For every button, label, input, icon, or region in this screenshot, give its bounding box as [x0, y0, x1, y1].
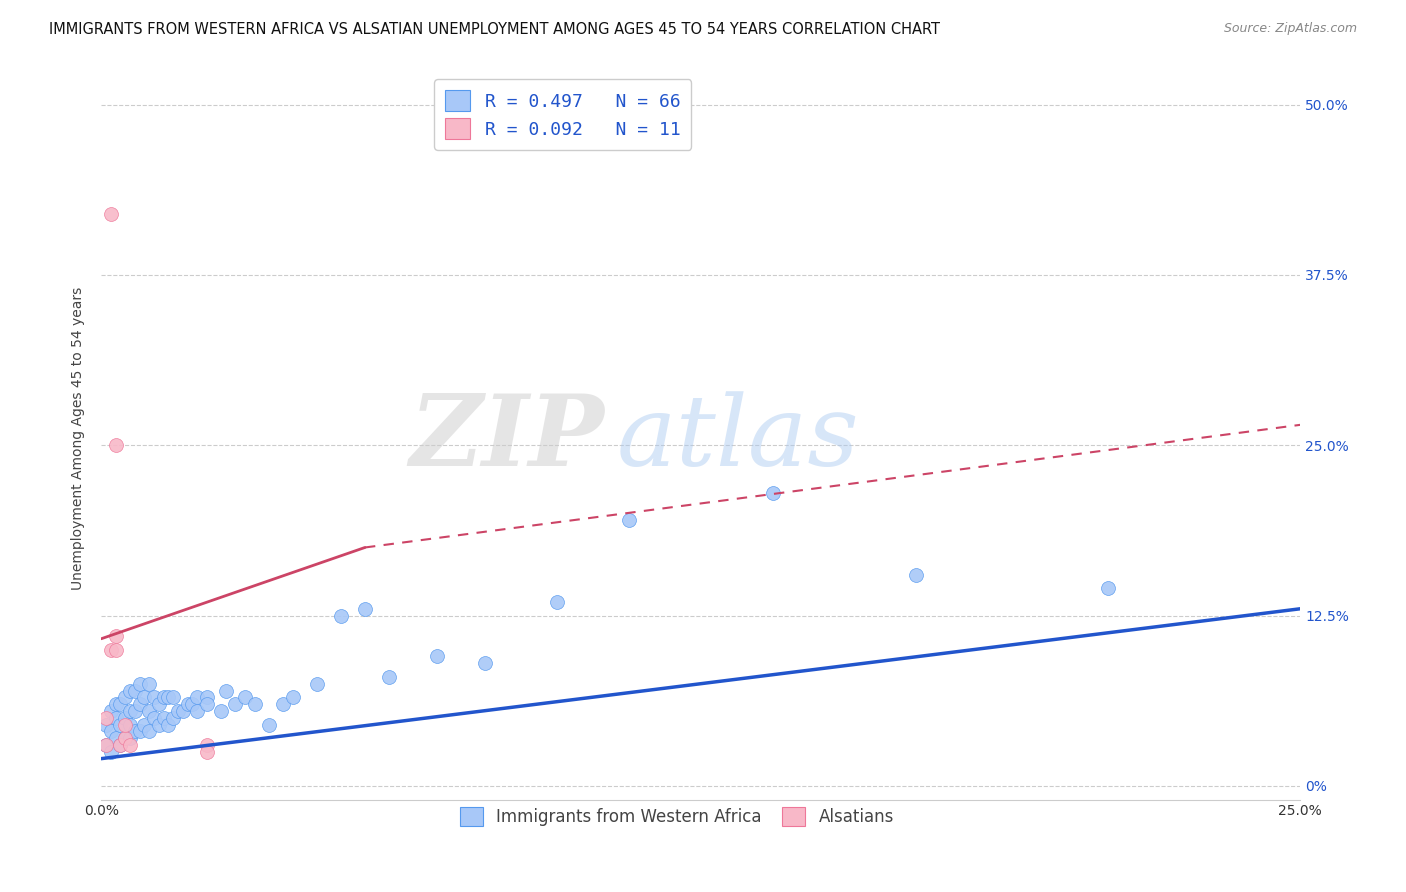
Point: [104, 629, 127, 643]
Point: [104, 697, 127, 711]
Point: [124, 683, 146, 698]
Point: [181, 697, 204, 711]
Y-axis label: Unemployment Among Ages 45 to 54 years: Unemployment Among Ages 45 to 54 years: [72, 287, 86, 591]
Point: [114, 731, 136, 746]
Point: [378, 670, 401, 684]
Point: [94, 711, 117, 725]
Point: [118, 704, 141, 718]
Point: [905, 567, 928, 582]
Point: [94, 738, 117, 752]
Point: [761, 486, 783, 500]
Point: [114, 711, 136, 725]
Point: [100, 745, 122, 759]
Point: [162, 690, 184, 705]
Point: [195, 690, 218, 705]
Point: [273, 697, 295, 711]
Point: [124, 704, 146, 718]
Point: [474, 657, 496, 671]
Point: [94, 738, 117, 752]
Point: [138, 676, 160, 690]
Point: [167, 704, 190, 718]
Point: [124, 724, 146, 739]
Point: [233, 690, 256, 705]
Text: ZIP: ZIP: [409, 390, 605, 487]
Point: [176, 697, 198, 711]
Point: [617, 513, 640, 527]
Point: [104, 731, 127, 746]
Point: [354, 601, 377, 615]
Point: [104, 642, 127, 657]
Point: [330, 608, 353, 623]
Point: [100, 724, 122, 739]
Point: [114, 731, 136, 746]
Point: [100, 642, 122, 657]
Point: [305, 676, 328, 690]
Point: [118, 731, 141, 746]
Point: [148, 697, 170, 711]
Point: [195, 697, 218, 711]
Text: atlas: atlas: [617, 391, 859, 486]
Point: [100, 704, 122, 718]
Point: [114, 690, 136, 705]
Point: [426, 649, 449, 664]
Point: [134, 717, 156, 731]
Text: Source: ZipAtlas.com: Source: ZipAtlas.com: [1223, 22, 1357, 36]
Point: [143, 711, 166, 725]
Point: [110, 697, 132, 711]
Point: [143, 690, 166, 705]
Point: [152, 711, 174, 725]
Point: [186, 704, 208, 718]
Point: [94, 717, 117, 731]
Point: [138, 724, 160, 739]
Legend: Immigrants from Western Africa, Alsatians: Immigrants from Western Africa, Alsatian…: [451, 798, 903, 835]
Point: [118, 738, 141, 752]
Point: [128, 676, 150, 690]
Point: [281, 690, 304, 705]
Point: [195, 745, 218, 759]
Point: [157, 717, 180, 731]
Point: [257, 717, 280, 731]
Point: [215, 683, 238, 698]
Point: [148, 717, 170, 731]
Point: [157, 690, 180, 705]
Point: [110, 738, 132, 752]
Text: IMMIGRANTS FROM WESTERN AFRICA VS ALSATIAN UNEMPLOYMENT AMONG AGES 45 TO 54 YEAR: IMMIGRANTS FROM WESTERN AFRICA VS ALSATI…: [49, 22, 941, 37]
Point: [224, 697, 246, 711]
Point: [195, 738, 218, 752]
Point: [110, 717, 132, 731]
Point: [114, 717, 136, 731]
Point: [128, 724, 150, 739]
Point: [546, 595, 568, 609]
Point: [118, 717, 141, 731]
Point: [104, 438, 127, 452]
Point: [1097, 582, 1119, 596]
Point: [152, 690, 174, 705]
Point: [110, 738, 132, 752]
Point: [100, 207, 122, 221]
Point: [118, 683, 141, 698]
Point: [209, 704, 232, 718]
Point: [138, 704, 160, 718]
Point: [104, 711, 127, 725]
Point: [134, 690, 156, 705]
Point: [128, 697, 150, 711]
Point: [186, 690, 208, 705]
Point: [172, 704, 194, 718]
Point: [243, 697, 266, 711]
Point: [162, 711, 184, 725]
